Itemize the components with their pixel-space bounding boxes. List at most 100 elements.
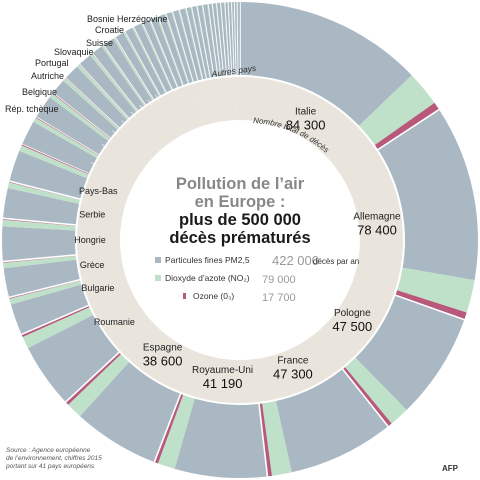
serbie-total-arc: [77, 199, 124, 230]
royaume-uni-total-arc: [181, 351, 259, 404]
espagne-pm25-arc: [79, 362, 181, 463]
autre-pays-26-total-arc: [231, 77, 236, 121]
espagne-label: Espagne: [143, 342, 183, 353]
bulgarie-no2-arc: [9, 280, 82, 305]
autre-pays-2-total-arc: [100, 139, 146, 178]
belgique-label: Belgique: [22, 87, 57, 97]
chart-subtitle-line2: décès prématurés: [169, 229, 310, 247]
autre-pays-14-pm25-arc: [166, 12, 193, 84]
autre-pays-24-total-arc: [226, 77, 233, 121]
roumanie-pm25-arc: [27, 314, 120, 403]
inner-ring: [76, 76, 404, 404]
espagne-ozone-arc: [65, 352, 121, 405]
italie-no2-arc: [359, 75, 435, 145]
royaume-uni-ozone-arc: [154, 393, 184, 464]
france-no2-arc: [262, 401, 292, 476]
roumanie-ozone-arc: [21, 305, 90, 337]
hongrie-label: Hongrie: [74, 235, 106, 245]
autre-pays-13-pm25-arc: [158, 14, 188, 86]
autre-pays-28-total-arc: [236, 77, 239, 121]
unit-label: décès par an: [313, 257, 359, 266]
autre-pays-14-total-arc: [189, 83, 207, 126]
autre-pays-9-pm25-arc: [125, 27, 166, 96]
grece-no2-arc: [3, 255, 77, 269]
afp-credit: AFP: [442, 464, 458, 473]
allemagne-total-arc: [340, 150, 404, 295]
autre-pays-18-total-arc: [206, 79, 219, 123]
bulgarie-pm25-arc: [10, 284, 89, 335]
croatie-label: Croatie: [95, 25, 124, 35]
autre-pays-1-tick: [90, 162, 98, 167]
autre-pays-21-pm25-arc: [208, 3, 221, 77]
pm25-label: Particules fines PM2,5: [165, 255, 250, 265]
pollutant-legend: Particules fines PM2,5 422 000 décès par…: [155, 253, 359, 304]
autre-pays-19-pm25-arc: [197, 5, 214, 78]
royaume-uni-label: Royaume-Uni: [192, 365, 253, 376]
chart-subtitle-line1: plus de 500 000: [179, 211, 301, 229]
royaume-uni-value: 41 190: [203, 376, 243, 391]
rep-tcheque-label: Rép. tchèque: [5, 104, 59, 114]
autre-pays-26-pm25-arc: [228, 2, 234, 76]
autre-pays-29-total-arc: [238, 76, 240, 121]
pologne-ozone-arc: [342, 367, 392, 427]
autre-pays-10-total-arc: [167, 91, 191, 133]
autre-pays-3-total-arc: [111, 128, 153, 166]
espagne-value: 38 600: [143, 353, 183, 368]
grece-total-arc: [77, 250, 124, 280]
autre-pays-4-no2-arc: [76, 64, 129, 120]
small-country-ticks: [90, 94, 160, 167]
autre-pays-6-no2-arc: [101, 45, 146, 106]
autre-pays-10-no2-arc: [140, 23, 173, 90]
autre-pays-15-no2-arc: [178, 9, 198, 81]
no2-label: Dioxyde d’azote (NO₂): [165, 273, 250, 283]
royaume-uni-no2-arc: [157, 394, 195, 469]
autre-pays-11-pm25-arc: [142, 20, 177, 90]
serbie-no2-arc: [7, 182, 80, 204]
autriche-label: Autriche: [31, 71, 64, 81]
autre-pays-9-no2-arc: [132, 27, 167, 93]
allemagne-label: Allemagne: [353, 212, 401, 223]
autre-pays-7-tick: [147, 99, 152, 106]
allemagne-value: 78 400: [357, 223, 397, 238]
espagne-no2-arc: [68, 354, 130, 417]
autre-pays-18-pm25-arc: [191, 6, 210, 79]
autre-pays-1-total-arc: [90, 155, 138, 192]
autre-pays-4-tick: [121, 120, 127, 126]
autre-pays-2-no2-arc: [49, 93, 110, 141]
italie-value: 84 300: [286, 118, 326, 133]
allemagne-pm25-arc: [378, 109, 479, 281]
autre-pays-3-pm25-arc: [53, 80, 118, 138]
france-total-arc: [253, 333, 342, 402]
autre-pays-11-no2-arc: [148, 19, 178, 88]
pays-bas-label: Pays-Bas: [79, 186, 118, 196]
france-ozone-arc: [259, 403, 272, 477]
source-line-3: portant sur 41 pays européens: [6, 463, 95, 470]
autre-pays-20-pm25-arc: [202, 4, 218, 78]
autre-pays-15-total-arc: [193, 82, 210, 125]
source-note: Source : Agence européenne de l’environn…: [6, 447, 156, 471]
autre-pays-8-tick: [155, 94, 160, 102]
grece-pm25-arc: [3, 259, 80, 298]
espagne-total-arc: [120, 321, 197, 393]
autre-pays-5-tick: [131, 111, 137, 118]
roumanie-no2-arc: [22, 307, 94, 349]
grece-label: Grèce: [80, 260, 105, 270]
autre-pays-12-pm25-arc: [150, 17, 183, 88]
pologne-no2-arc: [345, 357, 407, 424]
pays-bas-no2-arc: [19, 145, 89, 179]
hongrie-total-arc: [76, 225, 121, 255]
autre-pays-23-pm25-arc: [216, 2, 227, 76]
pologne-pm25-arc: [355, 295, 465, 410]
autre-pays-4-pm25-arc: [65, 66, 127, 128]
ozone-label: Ozone (0₃): [193, 291, 234, 301]
autre-pays-5-no2-arc: [90, 53, 138, 112]
autre-pays-22-pm25-arc: [212, 3, 224, 77]
autre-pays-22-total-arc: [221, 77, 229, 121]
chart-title-line2: en Europe :: [195, 193, 286, 211]
autre-pays-9-total-arc: [161, 94, 187, 135]
autre-pays-5-total-arc: [130, 112, 166, 152]
slovaquie-label: Slovaquie: [54, 47, 94, 57]
